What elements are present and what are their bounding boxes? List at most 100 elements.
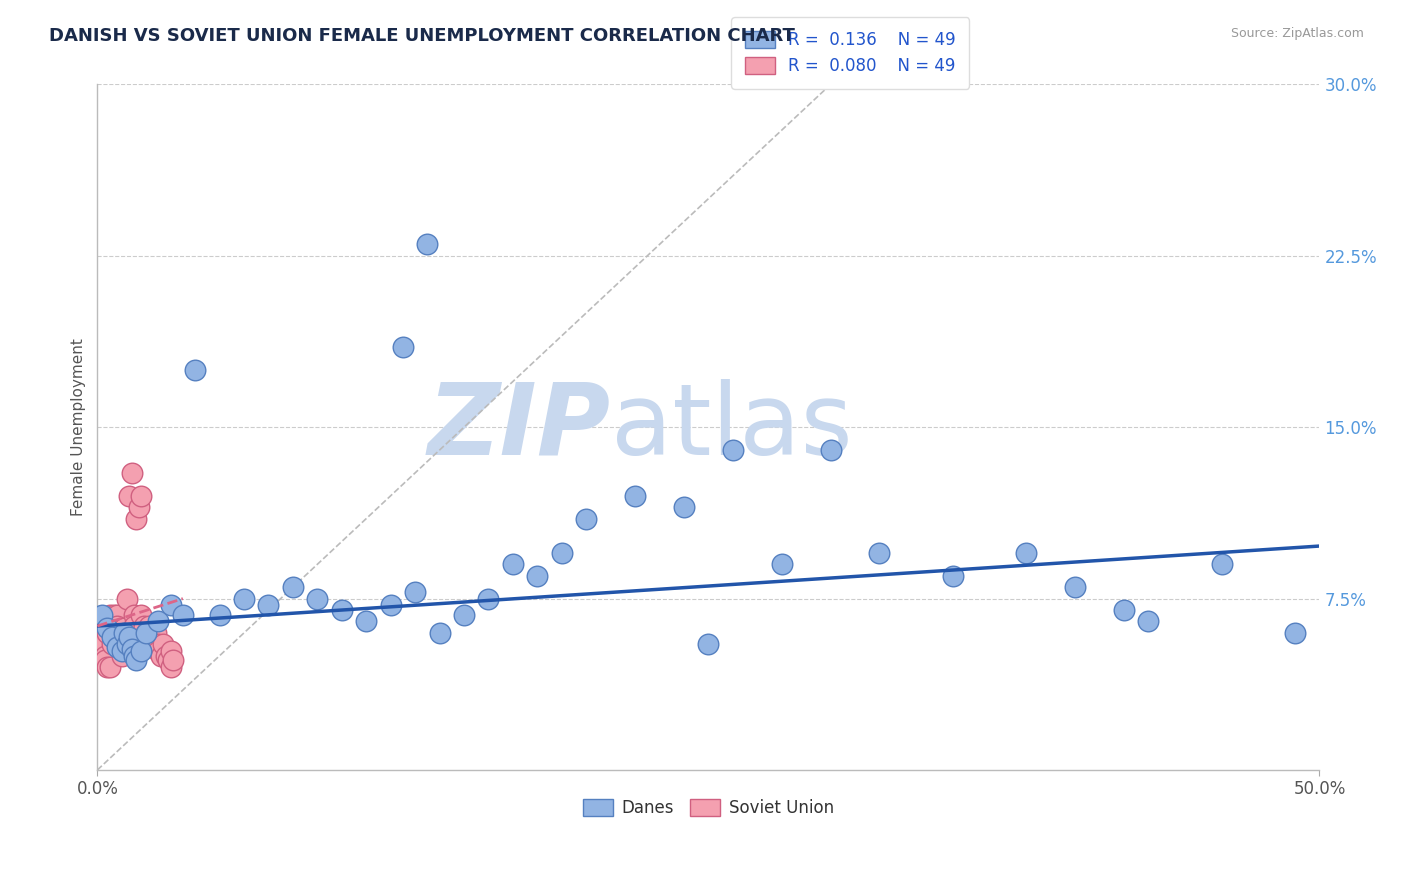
Point: [1015, 546, 1038, 560]
Point: [392, 340, 415, 354]
Point: [138, 619, 160, 633]
Point: [404, 584, 426, 599]
Point: [159, 660, 181, 674]
Point: [103, 607, 125, 622]
Point: [98, 615, 121, 629]
Point: [115, 591, 138, 606]
Point: [157, 653, 180, 667]
Point: [101, 631, 124, 645]
Point: [125, 653, 148, 667]
Legend: Danes, Soviet Union: Danes, Soviet Union: [576, 792, 841, 823]
Point: [89, 626, 111, 640]
Point: [132, 619, 155, 633]
Point: [118, 489, 141, 503]
Point: [91, 607, 114, 622]
Point: [96, 621, 118, 635]
Text: atlas: atlas: [610, 379, 852, 475]
Point: [131, 489, 153, 503]
Point: [111, 648, 134, 663]
Point: [354, 615, 377, 629]
Point: [770, 558, 793, 572]
Point: [1064, 580, 1087, 594]
Point: [172, 607, 194, 622]
Point: [208, 607, 231, 622]
Point: [148, 615, 170, 629]
Point: [1137, 615, 1160, 629]
Point: [139, 637, 162, 651]
Point: [121, 466, 143, 480]
Point: [111, 644, 134, 658]
Point: [111, 626, 134, 640]
Point: [122, 607, 145, 622]
Text: Source: ZipAtlas.com: Source: ZipAtlas.com: [1230, 27, 1364, 40]
Point: [121, 641, 143, 656]
Point: [159, 599, 181, 613]
Point: [93, 648, 115, 663]
Point: [869, 546, 891, 560]
Point: [184, 363, 207, 377]
Y-axis label: Female Unemployment: Female Unemployment: [72, 338, 86, 516]
Point: [1112, 603, 1135, 617]
Point: [98, 607, 121, 622]
Text: DANISH VS SOVIET UNION FEMALE UNEMPLOYMENT CORRELATION CHART: DANISH VS SOVIET UNION FEMALE UNEMPLOYME…: [49, 27, 794, 45]
Point: [380, 599, 402, 613]
Point: [108, 626, 131, 640]
Point: [526, 568, 548, 582]
Point: [307, 591, 329, 606]
Point: [453, 607, 475, 622]
Point: [93, 653, 115, 667]
Point: [105, 607, 128, 622]
Point: [103, 621, 125, 635]
Point: [139, 626, 162, 640]
Point: [91, 637, 114, 651]
Point: [624, 489, 647, 503]
Point: [149, 648, 172, 663]
Point: [416, 237, 439, 252]
Point: [135, 631, 157, 645]
Point: [101, 637, 124, 651]
Point: [128, 500, 150, 515]
Point: [105, 640, 128, 654]
Point: [477, 591, 499, 606]
Point: [142, 631, 165, 645]
Point: [122, 648, 145, 663]
Point: [148, 644, 170, 658]
Point: [820, 443, 842, 458]
Point: [721, 443, 744, 458]
Point: [115, 637, 138, 651]
Point: [145, 626, 167, 640]
Point: [281, 580, 304, 594]
Text: ZIP: ZIP: [427, 379, 610, 475]
Point: [672, 500, 695, 515]
Point: [105, 619, 128, 633]
Point: [96, 626, 118, 640]
Point: [135, 626, 157, 640]
Point: [111, 637, 134, 651]
Point: [159, 644, 181, 658]
Point: [112, 626, 135, 640]
Point: [233, 591, 256, 606]
Point: [502, 558, 524, 572]
Point: [162, 653, 184, 667]
Point: [942, 568, 965, 582]
Point: [122, 619, 145, 633]
Point: [575, 511, 598, 525]
Point: [1211, 558, 1233, 572]
Point: [148, 637, 170, 651]
Point: [131, 607, 153, 622]
Point: [1284, 626, 1306, 640]
Point: [551, 546, 574, 560]
Point: [118, 631, 141, 645]
Point: [98, 621, 121, 635]
Point: [135, 626, 157, 640]
Point: [131, 644, 153, 658]
Point: [96, 660, 118, 674]
Point: [108, 637, 131, 651]
Point: [101, 626, 124, 640]
Point: [155, 648, 177, 663]
Point: [429, 626, 451, 640]
Point: [112, 621, 135, 635]
Point: [98, 660, 121, 674]
Point: [330, 603, 353, 617]
Point: [122, 631, 145, 645]
